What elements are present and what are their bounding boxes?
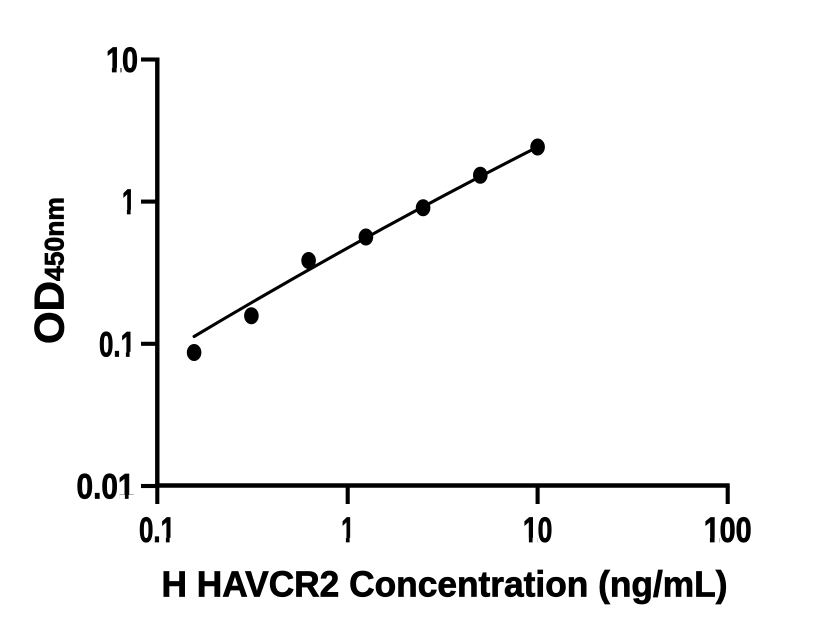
svg-text:1: 1 <box>341 511 354 550</box>
svg-text:H HAVCR2 Concentration (ng/mL): H HAVCR2 Concentration (ng/mL) <box>162 564 728 605</box>
svg-text:0.1: 0.1 <box>139 511 175 550</box>
svg-text:0.01: 0.01 <box>77 468 135 507</box>
svg-text:100: 100 <box>704 511 752 550</box>
svg-text:OD450nm: OD450nm <box>25 197 72 344</box>
svg-text:1: 1 <box>122 183 135 222</box>
svg-text:0.1: 0.1 <box>99 325 135 364</box>
svg-text:10: 10 <box>106 41 138 80</box>
svg-text:10: 10 <box>523 511 553 550</box>
